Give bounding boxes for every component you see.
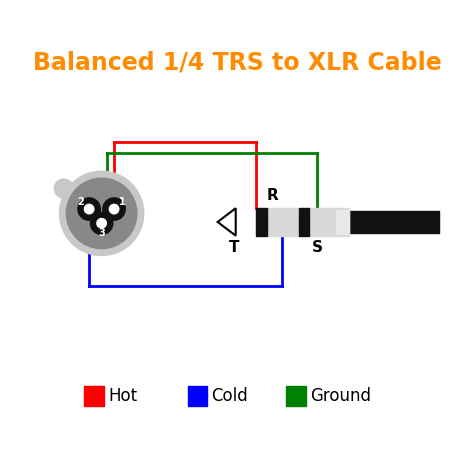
Circle shape <box>109 204 119 214</box>
Text: S: S <box>311 240 322 255</box>
Bar <box>309 208 349 236</box>
Circle shape <box>97 219 106 228</box>
Text: Balanced 1/4 TRS to XLR Cable: Balanced 1/4 TRS to XLR Cable <box>33 51 441 75</box>
Bar <box>256 208 267 236</box>
Text: R: R <box>267 189 279 203</box>
Polygon shape <box>218 208 236 236</box>
Circle shape <box>78 198 100 220</box>
Bar <box>84 386 104 406</box>
Text: 3: 3 <box>98 228 105 237</box>
Circle shape <box>84 204 94 214</box>
Text: 2: 2 <box>78 197 84 207</box>
Text: Hot: Hot <box>108 387 137 405</box>
Text: T: T <box>229 240 240 255</box>
Bar <box>336 210 349 234</box>
Text: 1: 1 <box>119 197 126 207</box>
Bar <box>299 208 309 236</box>
Text: Cold: Cold <box>211 387 248 405</box>
Bar <box>188 386 207 406</box>
Circle shape <box>59 171 144 255</box>
Text: Ground: Ground <box>310 387 371 405</box>
Circle shape <box>91 212 113 235</box>
Circle shape <box>55 179 73 198</box>
Circle shape <box>103 198 125 220</box>
Bar <box>267 208 299 236</box>
Bar <box>349 211 439 233</box>
Bar <box>286 386 306 406</box>
Circle shape <box>66 178 137 248</box>
